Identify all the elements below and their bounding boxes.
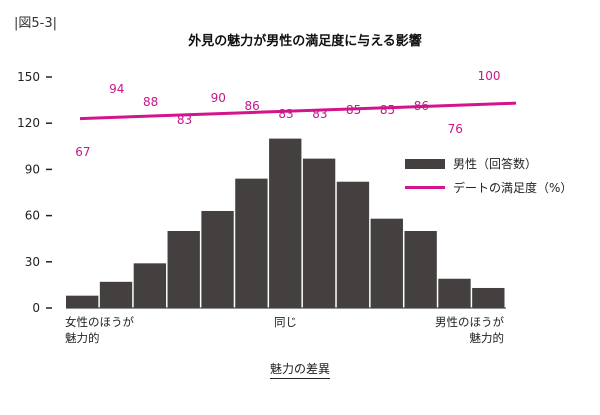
legend-label-line: デートの満足度（%） <box>453 181 573 195</box>
point-label: 83 <box>278 107 293 121</box>
legend-label-bars: 男性（回答数） <box>453 157 538 171</box>
bar <box>472 287 505 308</box>
bar <box>370 218 403 308</box>
x-category-left: 女性のほうが 魅力的 <box>65 314 134 346</box>
trend-line <box>79 101 517 121</box>
x-category-right: 男性のほうが 魅力的 <box>435 314 504 346</box>
bar <box>167 231 200 308</box>
point-label: 86 <box>414 99 429 113</box>
y-axis: 0 30 60 90 120 150 <box>17 70 52 315</box>
chart-title: 外見の魅力が男性の満足度に与える影響 <box>188 34 422 49</box>
x-category-right-line2: 魅力的 <box>469 331 505 345</box>
x-category-middle-line1: 同じ <box>274 315 297 329</box>
bar <box>336 181 370 308</box>
y-tick-label: 90 <box>25 162 40 176</box>
bar <box>66 295 99 308</box>
point-label: 88 <box>143 95 158 109</box>
bar-series <box>66 138 506 309</box>
point-label: 76 <box>448 122 463 136</box>
legend-item-bars: 男性（回答数） <box>405 155 537 172</box>
bar <box>201 210 234 308</box>
point-label: 100 <box>478 69 501 83</box>
line-series <box>79 101 517 121</box>
y-tick-label: 0 <box>32 301 40 315</box>
point-label: 83 <box>312 107 327 121</box>
bar <box>269 138 302 308</box>
point-label: 85 <box>346 103 361 117</box>
legend-item-line: デートの満足度（%） <box>405 179 572 196</box>
y-tick-label: 60 <box>25 209 40 223</box>
point-label: 90 <box>211 91 226 105</box>
point-label: 85 <box>380 103 395 117</box>
legend-swatch-bars <box>405 158 445 169</box>
y-tick-label: 120 <box>17 116 40 130</box>
point-labels: 67 94 88 83 90 86 83 83 85 85 86 76 100 <box>75 69 500 159</box>
point-label: 67 <box>75 145 90 159</box>
x-category-middle: 同じ <box>274 314 297 330</box>
bar <box>438 278 471 308</box>
point-label: 86 <box>245 99 260 113</box>
x-axis-title-text: 魅力の差異 <box>269 362 330 379</box>
bar <box>133 263 167 308</box>
x-category-left-line2: 魅力的 <box>65 331 100 345</box>
bar <box>302 158 336 308</box>
point-label: 83 <box>177 113 192 127</box>
legend-swatch-line <box>405 186 445 189</box>
y-tick-label: 30 <box>25 255 40 269</box>
point-label: 94 <box>109 82 124 96</box>
y-tick-label: 150 <box>17 70 40 84</box>
x-category-right-line1: 男性のほうが <box>435 315 504 329</box>
bar <box>404 231 437 308</box>
bar <box>235 178 268 308</box>
figure-label: |図5-3| <box>14 16 57 31</box>
bar <box>99 281 133 308</box>
x-axis-title: 魅力の差異 <box>0 360 600 379</box>
x-category-left-line1: 女性のほうが <box>65 315 134 329</box>
